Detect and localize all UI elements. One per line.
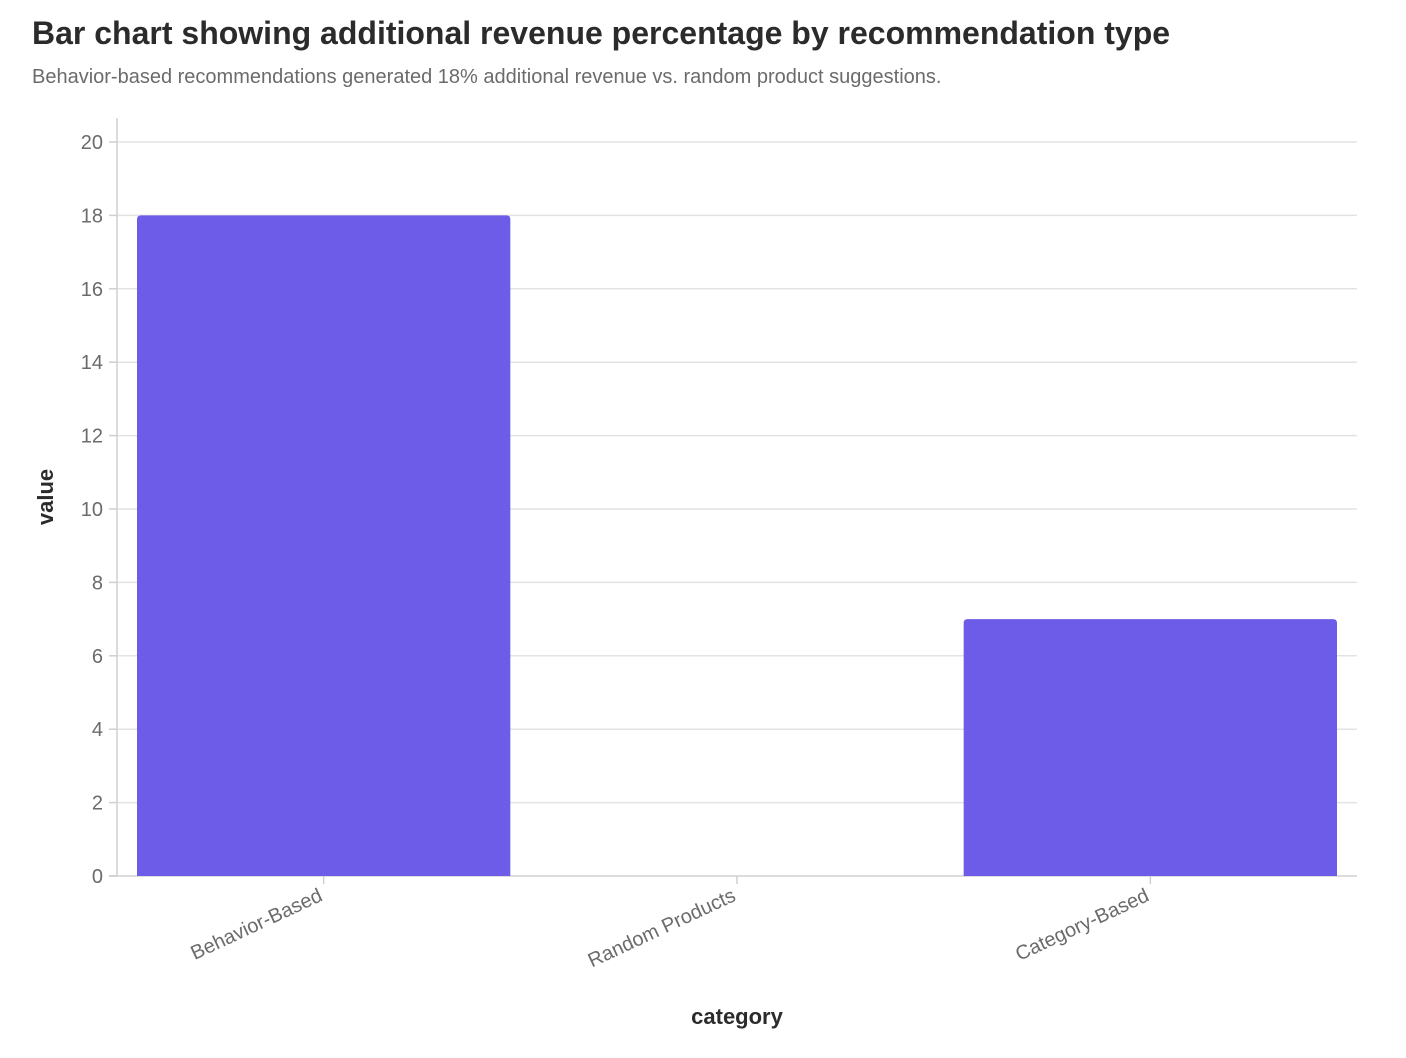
y-tick-label: 10 bbox=[81, 499, 103, 521]
y-tick-label: 12 bbox=[81, 426, 103, 448]
y-tick-label: 4 bbox=[92, 719, 103, 741]
bar-category-based bbox=[963, 619, 1337, 876]
y-axis-title: value bbox=[33, 469, 58, 525]
bar-behavior-based bbox=[137, 215, 511, 876]
bars bbox=[137, 215, 1337, 876]
y-tick-label: 0 bbox=[92, 866, 103, 888]
x-tick-label: Category-Based bbox=[1012, 885, 1152, 966]
x-axis-ticks: Behavior-Based Random Products Category-Ba… bbox=[188, 876, 1152, 973]
x-tick-label: Behavior-Based bbox=[188, 885, 326, 965]
chart-subtitle: Behavior-based recommendations generated… bbox=[32, 66, 942, 88]
y-axis-ticks: 0 2 4 6 8 10 12 14 16 18 20 bbox=[81, 132, 117, 888]
y-tick-label: 16 bbox=[81, 279, 103, 301]
chart-title: Bar chart showing additional revenue per… bbox=[32, 15, 1171, 51]
y-tick-label: 2 bbox=[92, 793, 103, 815]
y-tick-label: 14 bbox=[81, 352, 103, 374]
y-tick-label: 6 bbox=[92, 646, 103, 668]
y-tick-label: 18 bbox=[81, 205, 103, 227]
y-tick-label: 8 bbox=[92, 572, 103, 594]
x-tick-label: Random Products bbox=[585, 885, 739, 973]
y-tick-label: 20 bbox=[81, 132, 103, 154]
x-axis-title: category bbox=[691, 1004, 783, 1029]
